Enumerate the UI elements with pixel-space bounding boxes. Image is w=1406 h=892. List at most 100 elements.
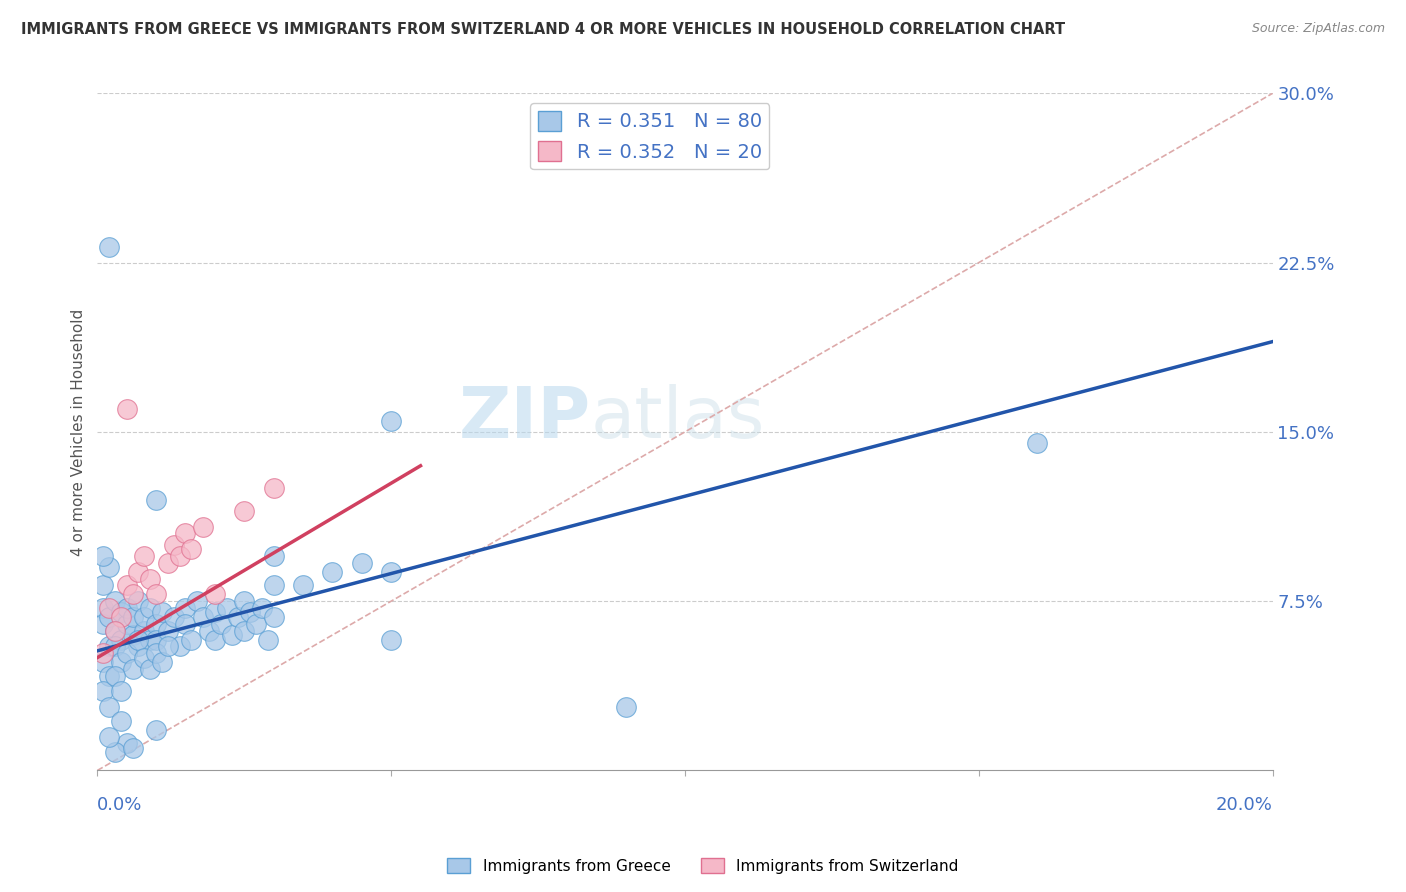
- Point: [180, 632, 202, 647]
- Point: [91, 646, 114, 660]
- Point: [256, 632, 278, 647]
- Point: [139, 601, 162, 615]
- Point: [263, 549, 285, 563]
- Point: [215, 601, 238, 615]
- Point: [321, 565, 343, 579]
- Point: [380, 632, 402, 647]
- Point: [163, 538, 186, 552]
- Point: [127, 565, 149, 579]
- Point: [110, 610, 132, 624]
- Text: Source: ZipAtlas.com: Source: ZipAtlas.com: [1251, 22, 1385, 36]
- Text: ZIP: ZIP: [458, 384, 591, 453]
- Point: [169, 640, 191, 654]
- Point: [209, 616, 232, 631]
- Point: [174, 601, 197, 615]
- Point: [110, 606, 132, 620]
- Point: [263, 578, 285, 592]
- Point: [121, 628, 143, 642]
- Point: [91, 549, 114, 563]
- Point: [91, 578, 114, 592]
- Point: [134, 650, 156, 665]
- Point: [134, 610, 156, 624]
- Point: [233, 594, 256, 608]
- Point: [263, 481, 285, 495]
- Point: [110, 714, 132, 728]
- Point: [180, 542, 202, 557]
- Point: [121, 662, 143, 676]
- Point: [104, 746, 127, 760]
- Point: [204, 606, 226, 620]
- Point: [91, 684, 114, 698]
- Point: [250, 601, 273, 615]
- Point: [134, 624, 156, 638]
- Point: [98, 610, 121, 624]
- Point: [245, 616, 267, 631]
- Point: [115, 646, 138, 660]
- Point: [139, 632, 162, 647]
- Point: [110, 684, 132, 698]
- Point: [139, 662, 162, 676]
- Text: 0.0%: 0.0%: [97, 797, 143, 814]
- Point: [163, 610, 186, 624]
- Point: [145, 646, 167, 660]
- Point: [110, 632, 132, 647]
- Point: [292, 578, 315, 592]
- Point: [221, 628, 243, 642]
- Point: [110, 655, 132, 669]
- Point: [98, 601, 121, 615]
- Legend: R = 0.351   N = 80, R = 0.352   N = 20: R = 0.351 N = 80, R = 0.352 N = 20: [530, 103, 769, 169]
- Point: [98, 730, 121, 744]
- Legend: Immigrants from Greece, Immigrants from Switzerland: Immigrants from Greece, Immigrants from …: [441, 852, 965, 880]
- Point: [98, 240, 121, 254]
- Point: [91, 601, 114, 615]
- Point: [233, 624, 256, 638]
- Point: [233, 504, 256, 518]
- Point: [191, 610, 214, 624]
- Point: [104, 668, 127, 682]
- Point: [145, 632, 167, 647]
- Point: [98, 560, 121, 574]
- Point: [174, 526, 197, 541]
- Point: [614, 700, 637, 714]
- Point: [169, 549, 191, 563]
- Point: [134, 549, 156, 563]
- Point: [156, 624, 179, 638]
- Point: [186, 594, 208, 608]
- Point: [204, 632, 226, 647]
- Point: [104, 624, 127, 638]
- Point: [121, 587, 143, 601]
- Text: atlas: atlas: [591, 384, 765, 453]
- Point: [380, 414, 402, 428]
- Point: [98, 700, 121, 714]
- Point: [1026, 436, 1049, 450]
- Point: [127, 594, 149, 608]
- Point: [121, 740, 143, 755]
- Point: [380, 565, 402, 579]
- Point: [91, 616, 114, 631]
- Point: [156, 556, 179, 570]
- Point: [150, 606, 173, 620]
- Point: [145, 723, 167, 737]
- Point: [104, 640, 127, 654]
- Point: [115, 578, 138, 592]
- Point: [204, 587, 226, 601]
- Point: [115, 616, 138, 631]
- Point: [127, 632, 149, 647]
- Text: 20.0%: 20.0%: [1216, 797, 1272, 814]
- Point: [156, 640, 179, 654]
- Point: [145, 492, 167, 507]
- Point: [115, 601, 138, 615]
- Point: [139, 572, 162, 586]
- Point: [198, 624, 221, 638]
- Point: [145, 616, 167, 631]
- Point: [98, 668, 121, 682]
- Point: [191, 519, 214, 533]
- Point: [98, 640, 121, 654]
- Point: [121, 610, 143, 624]
- Point: [263, 610, 285, 624]
- Point: [228, 610, 250, 624]
- Point: [350, 556, 373, 570]
- Point: [115, 736, 138, 750]
- Point: [115, 402, 138, 417]
- Point: [145, 587, 167, 601]
